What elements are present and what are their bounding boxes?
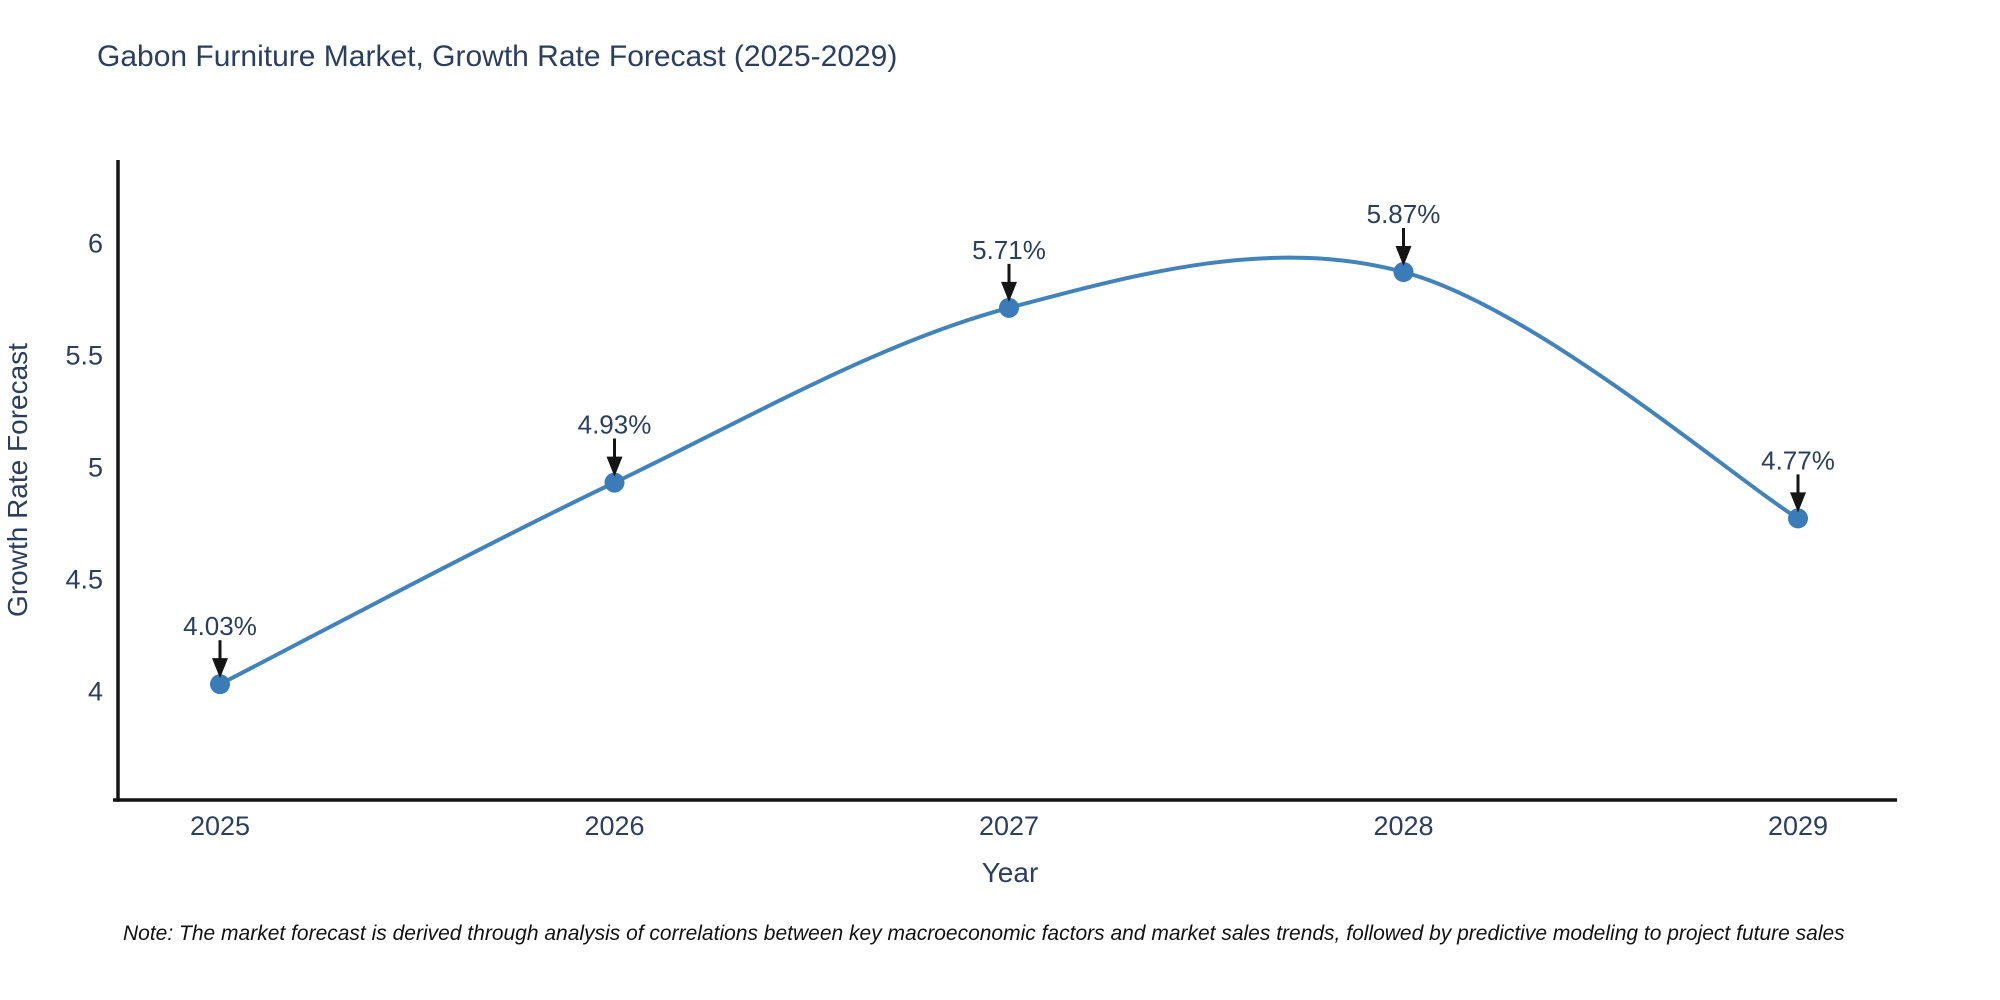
point-value-label: 5.87% [1367,199,1441,229]
x-axis-tick-labels: 2025 2026 2027 2028 2029 [190,811,1828,841]
x-tick-label: 2029 [1768,811,1828,841]
data-point-marker [999,297,1019,318]
x-axis-title: Year [982,857,1039,888]
data-point-annotations: 4.03% 4.93% 5.71% 5.87% 4.77% [183,199,1835,679]
point-value-label: 5.71% [972,235,1046,265]
forecast-line [219,255,1800,686]
annotation-arrowhead-icon [1395,246,1412,267]
y-tick-label: 5 [88,452,103,482]
annotation-arrowhead-icon [606,456,623,477]
data-point-marker [1788,508,1808,529]
data-point-marker [604,472,625,493]
y-axis-title: Growth Rate Forecast [2,343,33,617]
x-tick-label: 2028 [1373,811,1433,841]
forecast-line-series [210,255,1808,695]
y-tick-label: 5.5 [65,340,103,370]
y-tick-label: 4.5 [65,564,103,594]
y-tick-label: 6 [88,228,103,258]
annotation-arrowhead-icon [212,658,228,679]
point-value-label: 4.77% [1761,445,1835,475]
data-point-marker [210,674,230,695]
annotation-arrowhead-icon [1001,281,1017,302]
x-tick-label: 2026 [584,811,644,841]
x-tick-label: 2025 [190,811,250,841]
chart-title: Gabon Furniture Market, Growth Rate Fore… [97,40,897,73]
point-value-label: 4.93% [578,410,652,440]
y-tick-label: 4 [88,676,103,706]
y-axis-tick-labels: 4 4.5 5 5.5 6 [65,228,103,706]
data-point-marker [1393,262,1414,283]
x-tick-label: 2027 [979,811,1039,841]
footnote: Note: The market forecast is derived thr… [123,922,1845,945]
annotation-arrowhead-icon [1790,492,1806,513]
point-value-label: 4.03% [183,611,257,641]
